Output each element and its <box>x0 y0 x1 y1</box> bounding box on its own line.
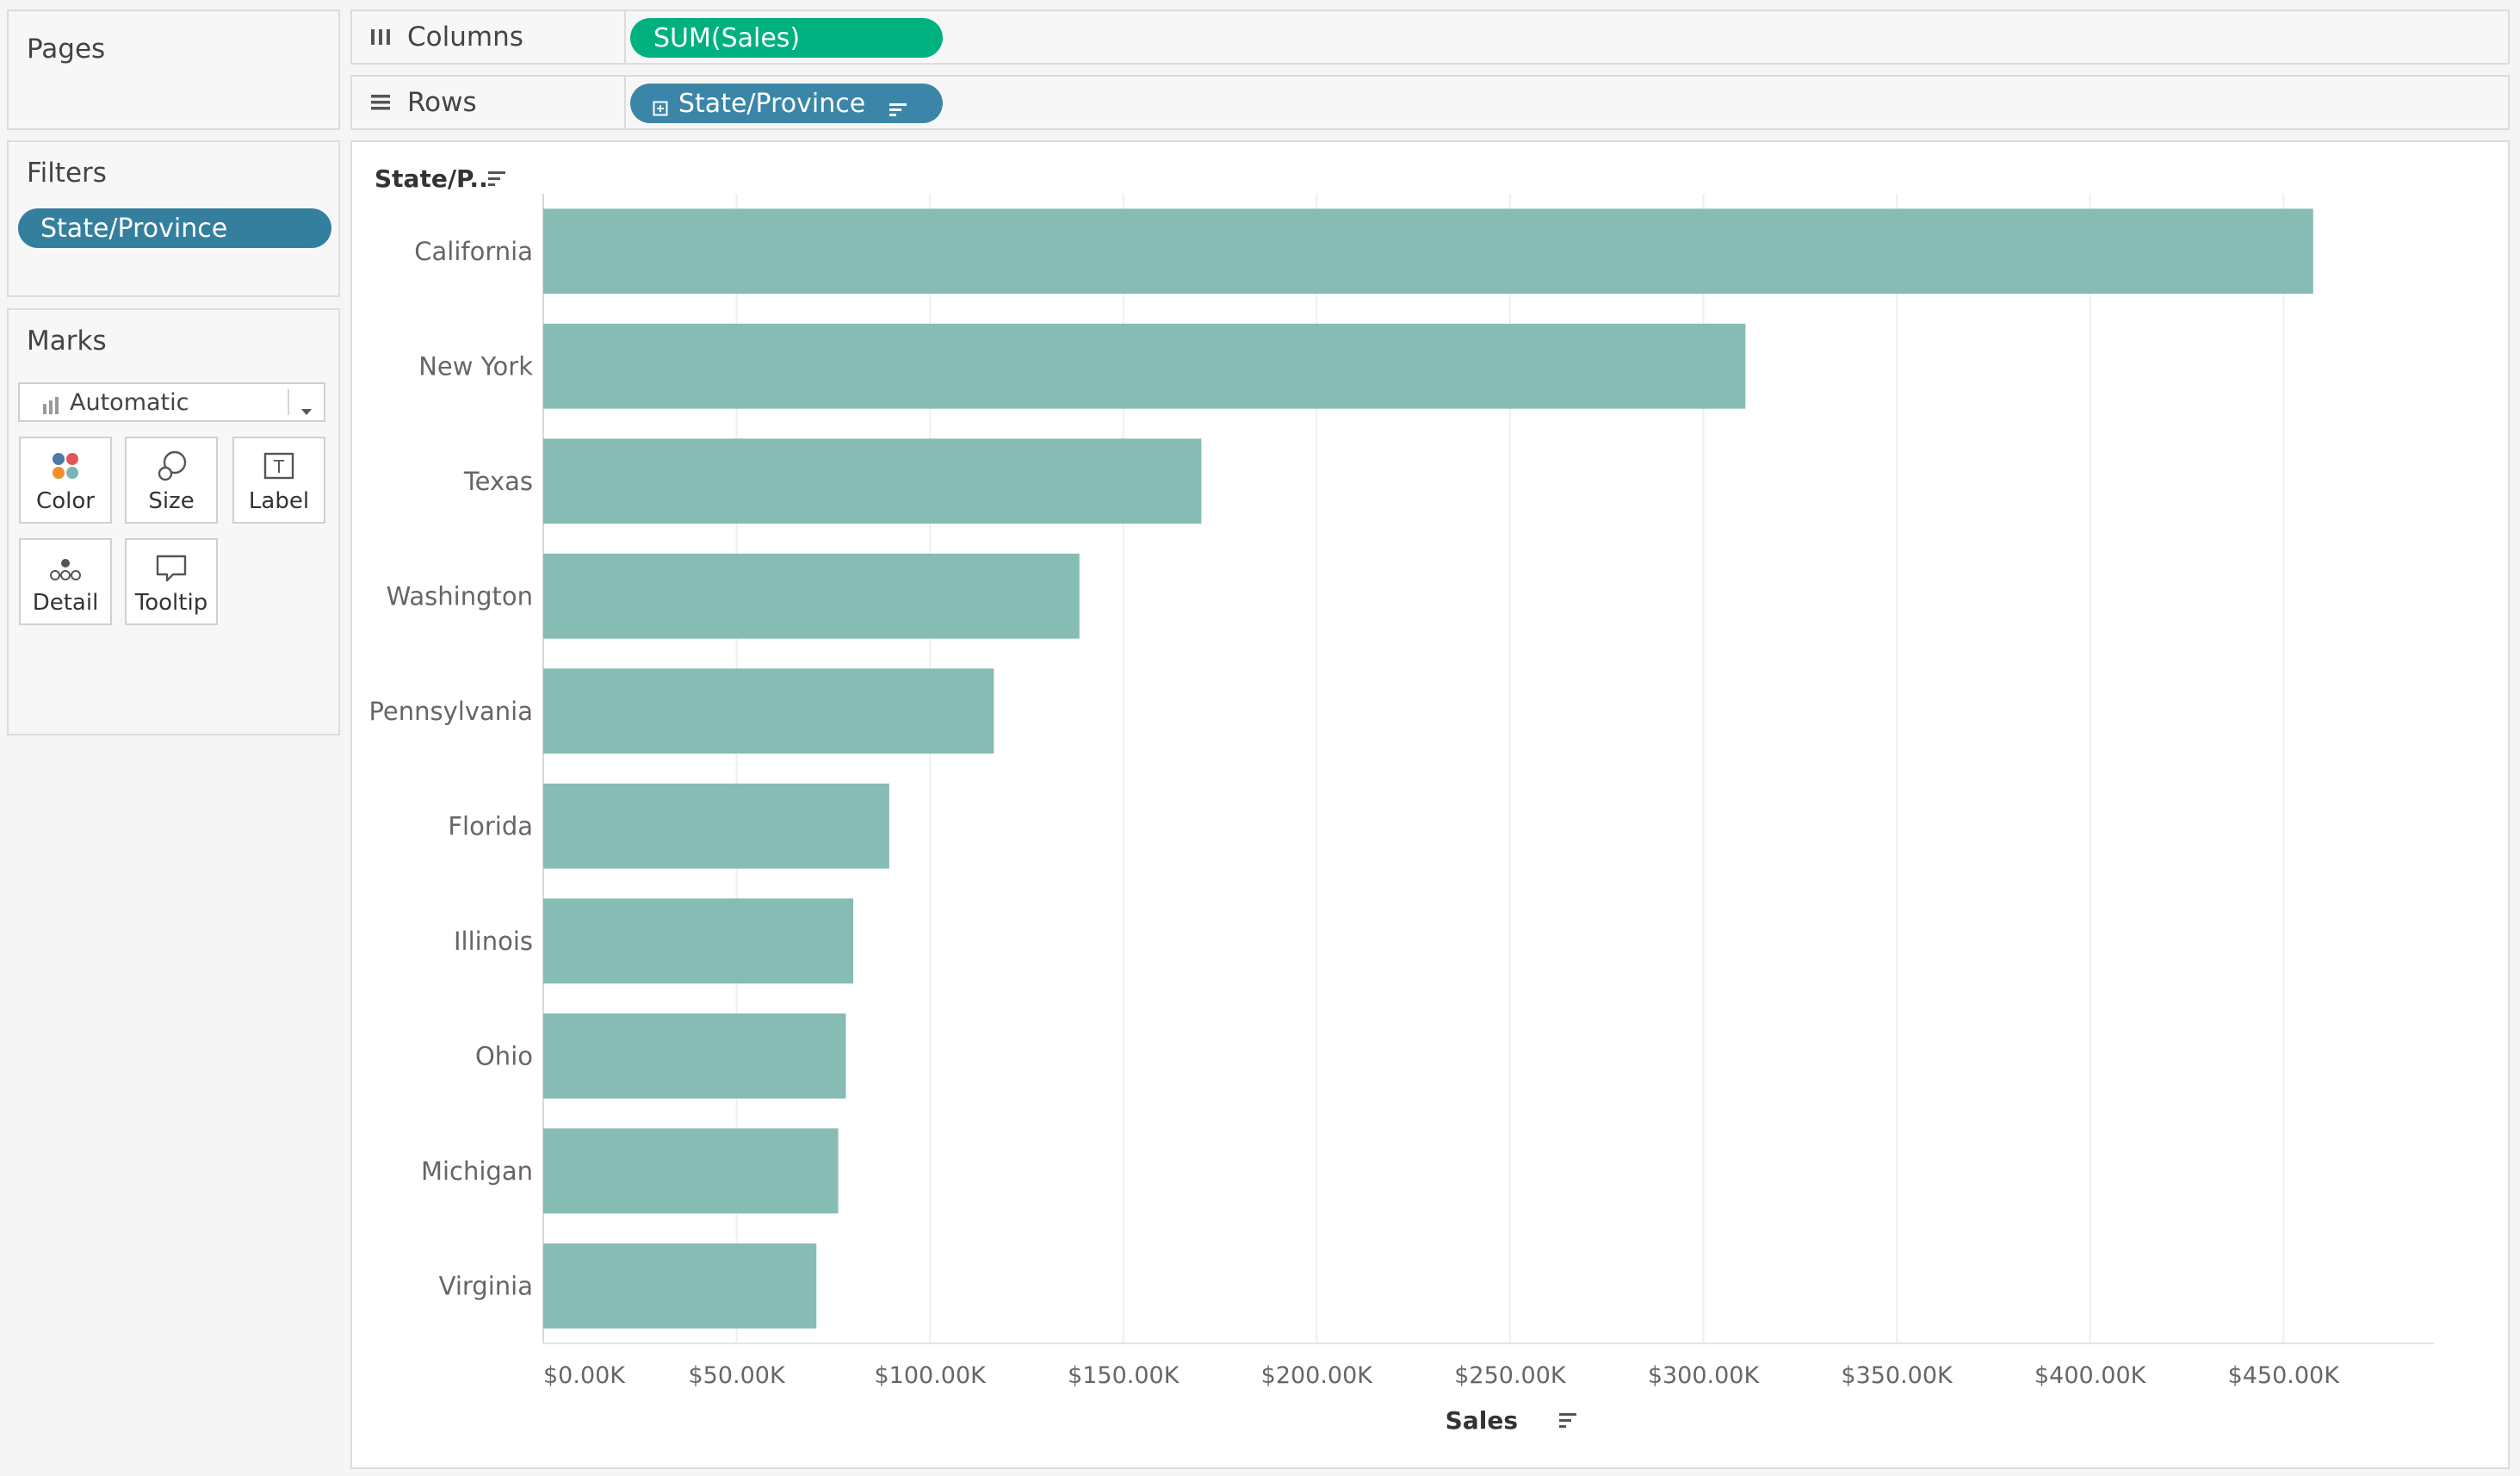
columns-icon <box>366 22 395 52</box>
tooltip-bubble-icon <box>151 552 192 586</box>
marks-color-button[interactable]: Color <box>19 437 112 524</box>
svg-text:T: T <box>273 456 285 477</box>
sum-sales-pill-label: SUM(Sales) <box>653 22 801 53</box>
chevron-down-icon <box>300 397 313 424</box>
marks-type-value: Automatic <box>70 388 189 416</box>
row-header[interactable]: State/P.. <box>375 164 488 193</box>
category-label[interactable]: California <box>414 237 533 266</box>
filter-pill[interactable]: State/Province <box>18 208 331 248</box>
chart-view: State/P.. California New York Texas Washing… <box>350 140 2510 1469</box>
sort-descending-icon <box>889 95 908 116</box>
filters-card: Filters State/Province <box>7 140 340 297</box>
rows-icon <box>366 88 395 117</box>
x-tick-label: $350.00K <box>1841 1362 1953 1389</box>
category-label[interactable]: Michigan <box>421 1157 533 1186</box>
x-tick-label: $100.00K <box>874 1362 987 1389</box>
expand-icon[interactable] <box>653 95 670 116</box>
filter-pill-label: State/Province <box>40 213 228 244</box>
bar[interactable] <box>543 1243 817 1329</box>
bar[interactable] <box>543 898 854 984</box>
color-dots-icon <box>45 450 86 485</box>
bar-chart: State/P.. California New York Texas Washing… <box>368 164 2434 1435</box>
x-tick-label: $50.00K <box>688 1362 785 1389</box>
x-tick-label: $200.00K <box>1261 1362 1374 1389</box>
marks-tooltip-label: Tooltip <box>134 590 208 616</box>
category-label[interactable]: Ohio <box>475 1041 533 1070</box>
category-label[interactable]: Florida <box>448 811 533 840</box>
x-tick-label: $450.00K <box>2228 1362 2341 1389</box>
category-label[interactable]: New York <box>418 351 533 381</box>
x-tick-label: $400.00K <box>2034 1362 2147 1389</box>
marks-type-dropdown[interactable]: Automatic <box>18 382 325 422</box>
marks-detail-button[interactable]: Detail <box>19 538 112 625</box>
state-province-pill[interactable]: State/Province <box>630 84 943 123</box>
bar[interactable] <box>543 1013 846 1099</box>
x-axis-title[interactable]: Sales <box>1446 1406 1518 1435</box>
marks-size-button[interactable]: Size <box>125 437 218 524</box>
size-circles-icon <box>151 450 192 485</box>
category-label[interactable]: Pennsylvania <box>368 697 533 726</box>
category-label[interactable]: Virginia <box>439 1271 533 1300</box>
marks-label-label: Label <box>248 488 310 514</box>
sum-sales-pill[interactable]: SUM(Sales) <box>630 18 943 58</box>
pages-title: Pages <box>27 34 106 65</box>
marks-label-button[interactable]: T Label <box>232 437 325 524</box>
detail-dots-icon <box>45 552 86 586</box>
rows-shelf[interactable]: Rows State/Province <box>350 75 2510 130</box>
bar[interactable] <box>543 208 2313 295</box>
marks-title: Marks <box>27 326 107 357</box>
marks-detail-label: Detail <box>32 590 99 616</box>
state-province-pill-label: State/Province <box>678 88 866 119</box>
category-label[interactable]: Washington <box>387 581 533 611</box>
bar[interactable] <box>543 553 1080 639</box>
pages-card: Pages <box>7 9 340 130</box>
bar[interactable] <box>543 668 994 754</box>
filters-title: Filters <box>27 158 107 189</box>
row-header-sort-icon[interactable] <box>488 171 505 186</box>
bar[interactable] <box>543 783 889 869</box>
x-axis-sort-icon[interactable] <box>1559 1413 1576 1428</box>
bar[interactable] <box>543 1128 839 1214</box>
bar[interactable] <box>543 438 1202 524</box>
marks-size-label: Size <box>148 488 195 514</box>
marks-color-label: Color <box>36 488 95 514</box>
marks-tooltip-button[interactable]: Tooltip <box>125 538 218 625</box>
category-label[interactable]: Illinois <box>454 927 533 956</box>
bar-chart-icon <box>42 394 61 414</box>
category-label[interactable]: Texas <box>463 467 533 496</box>
x-tick-label: $300.00K <box>1648 1362 1761 1389</box>
text-label-icon: T <box>258 450 300 485</box>
dropdown-divider <box>288 389 289 415</box>
rows-shelf-label: Rows <box>352 77 626 128</box>
columns-shelf[interactable]: Columns SUM(Sales) <box>350 9 2510 65</box>
x-tick-label: $150.00K <box>1068 1362 1180 1389</box>
rows-label: Rows <box>407 87 477 118</box>
x-tick-label: $250.00K <box>1454 1362 1567 1389</box>
columns-shelf-label: Columns <box>352 11 626 63</box>
x-tick-label: $0.00K <box>543 1362 626 1389</box>
bar[interactable] <box>543 323 1746 409</box>
columns-label: Columns <box>407 22 523 53</box>
